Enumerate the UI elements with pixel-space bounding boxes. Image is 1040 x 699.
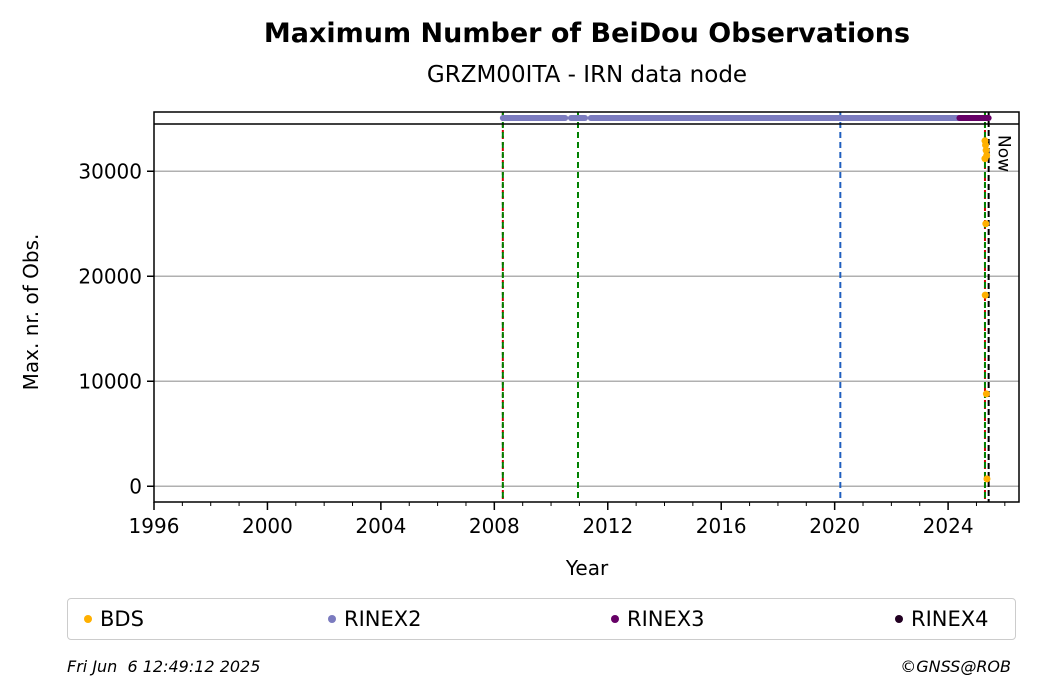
- legend-item-bds: BDS: [84, 599, 144, 639]
- legend-marker-rinex4: [895, 615, 903, 623]
- legend-label-rinex2: RINEX2: [344, 607, 422, 631]
- x-tick-label-2020: 2020: [809, 514, 860, 538]
- legend-marker-bds: [84, 615, 92, 623]
- plot-frame: [153, 111, 1020, 503]
- chart-subtitle: GRZM00ITA - IRN data node: [427, 62, 747, 88]
- grid-layer: [154, 170, 1019, 487]
- point-bds-7: [982, 390, 990, 398]
- legend-item-rinex3: RINEX3: [611, 599, 705, 639]
- x-tick-label-2004: 2004: [355, 514, 406, 538]
- chart-title: Maximum Number of BeiDou Observations: [264, 18, 910, 49]
- point-bds-1: [982, 141, 990, 149]
- y-axis-label: Max. nr. of Obs.: [19, 234, 43, 391]
- point-bds-2: [982, 146, 990, 154]
- x-tick-label-2012: 2012: [582, 514, 633, 538]
- ticks-layer: 0 10000 20000 30000 1996 2000 2004 2008 2012 2016…: [78, 159, 1006, 538]
- legend-label-rinex4: RINEX4: [911, 607, 989, 631]
- x-tick-label-2000: 2000: [242, 514, 293, 538]
- legend: BDS RINEX2 RINEX3 RINEX4: [67, 598, 1016, 640]
- y-tick-label-30000: 30000: [78, 159, 142, 183]
- y-tick-label-10000: 10000: [78, 369, 142, 393]
- axes-frame: [153, 111, 1020, 503]
- point-bds-6: [981, 291, 989, 299]
- vertical-lines-layer: Now: [501, 112, 1014, 502]
- data-points-layer: [981, 137, 991, 483]
- footer-copyright: ©GNSS@ROB: [900, 657, 1011, 676]
- legend-marker-rinex2: [328, 615, 336, 623]
- point-bds-5: [982, 220, 990, 228]
- legend-label-rinex3: RINEX3: [627, 607, 705, 631]
- now-label: Now: [994, 135, 1014, 172]
- y-tick-label-20000: 20000: [78, 264, 142, 288]
- point-bds-4: [981, 155, 989, 163]
- legend-item-rinex4: RINEX4: [895, 599, 989, 639]
- x-tick-label-2024: 2024: [923, 514, 974, 538]
- x-tick-label-1996: 1996: [129, 514, 180, 538]
- x-tick-label-2008: 2008: [469, 514, 520, 538]
- footer-timestamp: Fri Jun 6 12:49:12 2025: [67, 657, 261, 676]
- y-tick-label-0: 0: [129, 474, 142, 498]
- legend-item-rinex2: RINEX2: [328, 599, 422, 639]
- x-tick-label-2016: 2016: [696, 514, 747, 538]
- legend-marker-rinex3: [611, 615, 619, 623]
- legend-label-bds: BDS: [100, 607, 144, 631]
- x-axis-label: Year: [565, 556, 609, 580]
- point-bds-8: [983, 475, 991, 483]
